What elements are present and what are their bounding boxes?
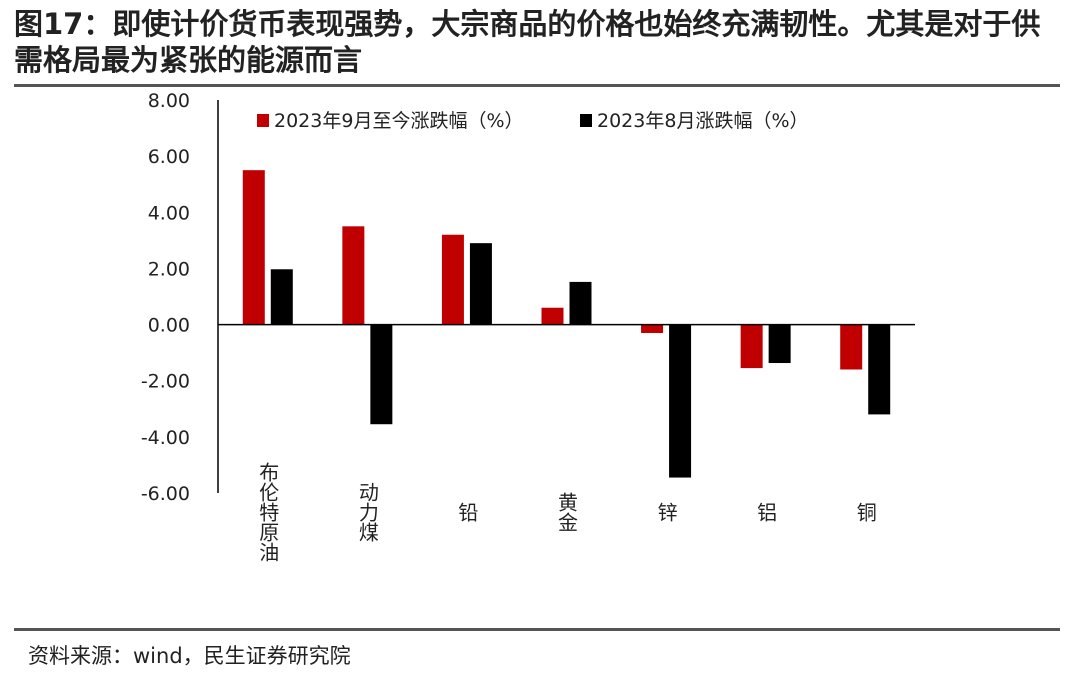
y-axis-ticks: 8.00 6.00 4.00 2.00 0.00 -2.00 -4.00 -6.00 xyxy=(141,90,190,505)
bar-aug xyxy=(669,324,692,478)
bar-aug xyxy=(370,324,393,425)
x-axis-labels: 布伦特原油 动力煤 铅 黄金 锌 铝 铜 xyxy=(256,462,877,562)
bar-aug xyxy=(868,324,891,415)
legend: 2023年9月至今涨跌幅（%） 2023年8月涨跌幅（%） xyxy=(257,110,809,132)
bar-sep xyxy=(840,324,863,370)
x-tick-label: 黄金 xyxy=(555,492,579,532)
source-note: 资料来源：wind，民生证券研究院 xyxy=(28,644,351,668)
bottom-divider xyxy=(14,628,1060,631)
bar-sep xyxy=(342,226,365,325)
bar-sep xyxy=(641,324,664,333)
y-tick-label: -4.00 xyxy=(141,427,190,449)
y-tick-label: 2.00 xyxy=(148,258,190,280)
y-tick-label: 6.00 xyxy=(148,146,190,168)
x-tick-label: 铜 xyxy=(853,502,877,522)
bars xyxy=(242,170,891,478)
y-tick-label: -2.00 xyxy=(141,371,190,393)
legend-label-aug: 2023年8月涨跌幅（%） xyxy=(597,110,809,132)
bar-sep xyxy=(740,324,763,369)
figure-title: 图17：即使计价货币表现强势，大宗商品的价格也始终充满韧性。尤其是对于供需格局最… xyxy=(14,7,1041,77)
top-divider xyxy=(14,84,1060,87)
axes xyxy=(217,100,915,493)
x-tick-label: 锌 xyxy=(654,502,678,522)
bar-aug xyxy=(569,281,592,325)
x-tick-label: 铝 xyxy=(754,502,778,522)
x-tick-label: 铅 xyxy=(455,502,479,522)
bar-sep xyxy=(441,234,464,325)
bar-aug xyxy=(469,243,492,325)
legend-label-sep: 2023年9月至今涨跌幅（%） xyxy=(274,110,524,132)
legend-swatch-aug xyxy=(580,114,592,127)
bar-aug xyxy=(768,324,791,364)
y-tick-label: 0.00 xyxy=(148,315,190,337)
y-tick-label: 8.00 xyxy=(148,90,190,112)
bar-sep xyxy=(541,307,564,325)
bar-aug xyxy=(270,269,293,325)
y-tick-label: -6.00 xyxy=(141,483,190,505)
x-tick-label: 动力煤 xyxy=(355,482,379,542)
bar-sep xyxy=(242,170,265,325)
legend-swatch-sep xyxy=(257,114,269,127)
y-tick-label: 4.00 xyxy=(148,202,190,224)
x-tick-label: 布伦特原油 xyxy=(256,462,280,562)
